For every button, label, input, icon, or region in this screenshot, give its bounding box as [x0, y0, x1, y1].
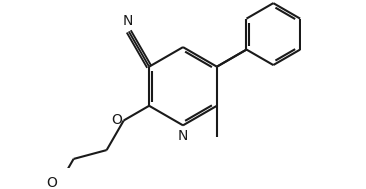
Text: N: N — [178, 129, 188, 143]
Text: N: N — [123, 14, 133, 28]
Text: O: O — [111, 113, 122, 127]
Text: O: O — [46, 176, 57, 189]
